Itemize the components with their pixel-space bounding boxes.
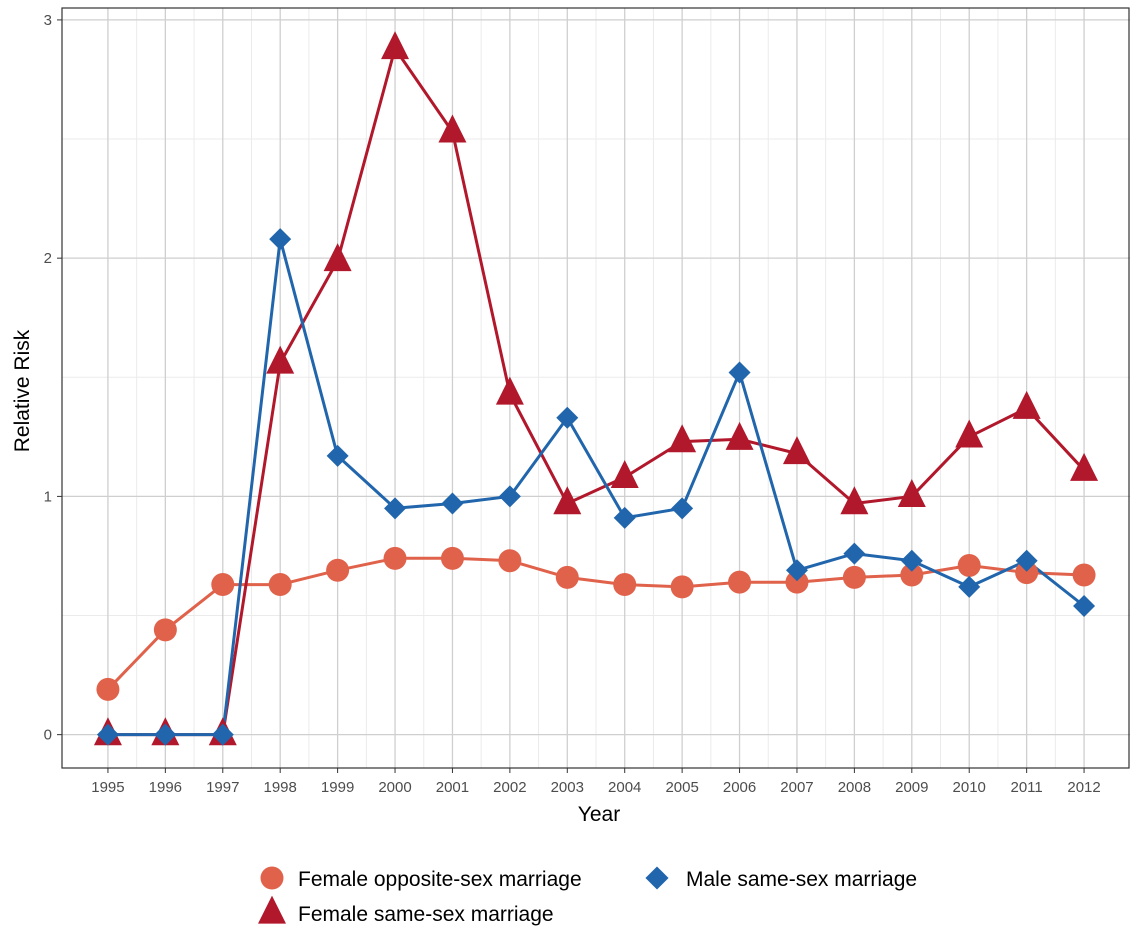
x-tick-label: 1999 — [321, 779, 354, 796]
male-same-sex-marriage-point — [498, 485, 521, 508]
female-opposite-sex-marriage-legend-key — [260, 866, 284, 890]
male-same-sex-marriage-point — [843, 542, 866, 565]
female-opposite-sex-marriage-point — [383, 546, 407, 570]
female-opposite-sex-marriage-point — [785, 570, 809, 594]
female-opposite-sex-marriage-point — [728, 570, 752, 594]
female-same-sex-marriage-point — [955, 419, 984, 448]
y-tick-label: 0 — [44, 727, 52, 744]
female-opposite-sex-marriage-point — [900, 563, 924, 587]
female-opposite-sex-marriage-point — [326, 558, 350, 582]
female-opposite-sex-marriage-point — [613, 573, 637, 597]
female-same-sex-marriage-point — [782, 436, 811, 465]
y-axis-title: Relative Risk — [11, 329, 34, 452]
female-same-sex-marriage-point — [725, 421, 754, 450]
grid-lines — [62, 8, 1130, 768]
female-opposite-sex-marriage-point — [555, 565, 579, 589]
male-same-sex-marriage-line — [107, 237, 1086, 737]
male-same-sex-marriage-point — [211, 723, 234, 746]
male-same-sex-marriage-point — [613, 506, 636, 529]
female-same-sex-marriage-point — [266, 345, 295, 374]
female-opposite-sex-marriage-point — [211, 573, 235, 597]
male-same-sex-marriage-point — [269, 228, 292, 251]
x-tick-label: 2008 — [838, 779, 871, 796]
female-same-sex-marriage-line — [107, 47, 1086, 737]
x-tick-label: 2002 — [493, 779, 526, 796]
female-opposite-sex-marriage-point — [96, 677, 120, 701]
female-opposite-sex-marriage-point — [1015, 561, 1039, 585]
female-opposite-sex-marriage-point — [957, 553, 981, 577]
legend: Female opposite-sex marriage Female same-… — [258, 866, 917, 926]
x-tick-label: 2000 — [378, 779, 411, 796]
female-same-sex-marriage-point — [610, 459, 639, 488]
series-markers — [93, 31, 1099, 746]
axis-ticks: 1995 1996 1997 1998 1999 2000 2001 2002 2003 2004… — [44, 12, 1101, 796]
female-opposite-sex-marriage-point — [842, 565, 866, 589]
x-tick-label: 2006 — [723, 779, 756, 796]
panel-border — [61, 7, 1130, 769]
male-same-sex-marriage-point — [154, 723, 177, 746]
male-same-sex-marriage-point — [1073, 594, 1096, 617]
male-same-sex-marriage-point — [1015, 549, 1038, 572]
female-opposite-sex-marriage-point — [670, 575, 694, 599]
male-same-sex-marriage-point — [900, 549, 923, 572]
female-same-sex-marriage-point — [323, 243, 352, 272]
male-same-sex-marriage-point — [384, 497, 407, 520]
male-same-sex-marriage-point — [326, 444, 349, 467]
female-same-sex-marriage-point — [897, 479, 926, 508]
female-opposite-sex-marriage-point — [1072, 563, 1096, 587]
female-opposite-sex-marriage-legend-label: Female opposite-sex marriage — [298, 868, 582, 891]
female-same-sex-marriage-point — [668, 424, 697, 453]
female-same-sex-marriage-point — [1070, 452, 1099, 481]
male-same-sex-marriage-legend-label: Male same-sex marriage — [686, 868, 917, 891]
x-tick-label: 1996 — [149, 779, 182, 796]
male-same-sex-marriage-point — [958, 575, 981, 598]
female-opposite-sex-marriage-point — [268, 573, 292, 597]
male-same-sex-marriage-point — [96, 723, 119, 746]
female-same-sex-marriage-point — [438, 114, 467, 143]
female-same-sex-marriage-point — [381, 31, 410, 60]
x-tick-label: 2010 — [953, 779, 986, 796]
female-same-sex-marriage-point — [495, 376, 524, 405]
female-same-sex-marriage-point — [553, 486, 582, 515]
female-opposite-sex-marriage-point — [498, 549, 522, 573]
x-tick-label: 1997 — [206, 779, 239, 796]
male-same-sex-marriage-point — [671, 497, 694, 520]
y-tick-label: 3 — [44, 12, 52, 29]
female-same-sex-marriage-legend-label: Female same-sex marriage — [298, 903, 554, 926]
x-tick-label: 2005 — [665, 779, 698, 796]
female-same-sex-marriage-point — [1012, 390, 1041, 419]
plot-panel — [61, 7, 1130, 769]
male-same-sex-marriage-point — [556, 406, 579, 429]
x-tick-label: 2004 — [608, 779, 641, 796]
female-opposite-sex-marriage-point — [440, 546, 464, 570]
x-tick-label: 2003 — [551, 779, 584, 796]
male-same-sex-marriage-point — [441, 492, 464, 515]
male-same-sex-marriage-point — [785, 559, 808, 582]
female-same-sex-marriage-point — [840, 486, 869, 515]
male-same-sex-marriage-legend-key — [645, 866, 669, 890]
y-tick-label: 1 — [44, 488, 52, 505]
x-tick-label: 2007 — [780, 779, 813, 796]
x-tick-label: 1998 — [264, 779, 297, 796]
x-tick-label: 2012 — [1067, 779, 1100, 796]
x-tick-label: 1995 — [91, 779, 124, 796]
male-same-sex-marriage-point — [728, 361, 751, 384]
female-opposite-sex-marriage-point — [153, 618, 177, 642]
female-same-sex-marriage-legend-key — [258, 895, 286, 924]
x-tick-label: 2009 — [895, 779, 928, 796]
x-tick-label: 2011 — [1011, 779, 1043, 796]
y-tick-label: 2 — [44, 250, 52, 267]
x-axis-title: Year — [578, 803, 620, 826]
x-tick-label: 2001 — [436, 779, 469, 796]
